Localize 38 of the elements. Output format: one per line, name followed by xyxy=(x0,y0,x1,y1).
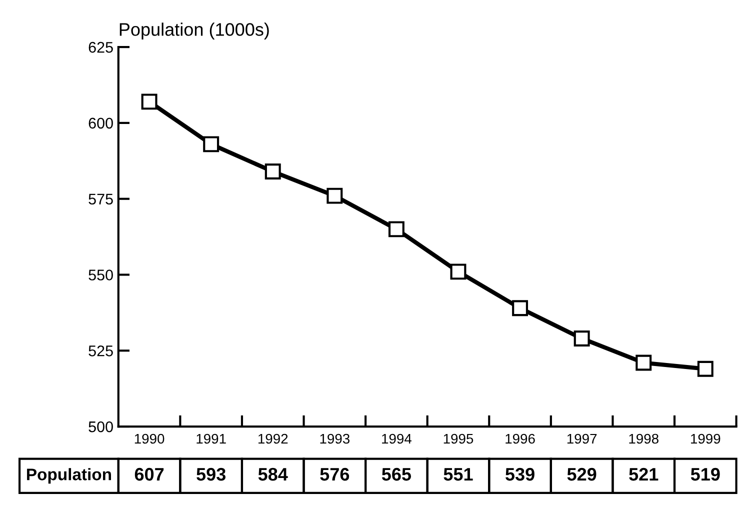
x-tick-label: 1997 xyxy=(567,434,597,444)
data-label: 565 xyxy=(382,468,412,481)
point xyxy=(141,94,158,110)
data-label: 539 xyxy=(506,468,534,481)
data-label: 593 xyxy=(196,468,226,481)
point xyxy=(697,360,714,377)
data-label: 584 xyxy=(258,468,288,481)
x-tick-label: 1991 xyxy=(196,434,226,444)
y-tick-label: 600 xyxy=(88,118,113,129)
point xyxy=(326,188,343,204)
x-tick-label: 1993 xyxy=(320,434,350,444)
y-tick-label: 575 xyxy=(88,194,113,205)
x-tick-label: 1990 xyxy=(134,434,164,444)
y-tick-label: 625 xyxy=(88,42,113,53)
y-tick-label: 525 xyxy=(88,345,113,356)
data-label: 607 xyxy=(134,468,164,481)
y-tick-label: 500 xyxy=(88,421,113,432)
x-tick-label: 1996 xyxy=(506,434,535,444)
point xyxy=(264,164,281,180)
data-label: 529 xyxy=(567,468,596,481)
point xyxy=(450,264,466,280)
x-tick-label: 1994 xyxy=(382,434,412,444)
x-tick-label: 1998 xyxy=(629,434,658,444)
data-label: 576 xyxy=(320,468,350,481)
x-tick-label: 1995 xyxy=(444,434,474,444)
point xyxy=(636,354,652,371)
point xyxy=(388,221,404,238)
x-tick-label: 1999 xyxy=(691,434,720,444)
data-label: 551 xyxy=(444,468,473,481)
legend-label: Population xyxy=(27,468,111,484)
point xyxy=(512,300,528,316)
data-label: 521 xyxy=(629,468,658,481)
y-axis-title: Population (1000s) xyxy=(120,22,269,40)
x-tick-label: 1992 xyxy=(258,434,288,444)
data-label: 519 xyxy=(690,468,720,481)
point xyxy=(574,330,590,346)
point xyxy=(203,136,220,152)
y-tick-label: 550 xyxy=(88,270,113,280)
